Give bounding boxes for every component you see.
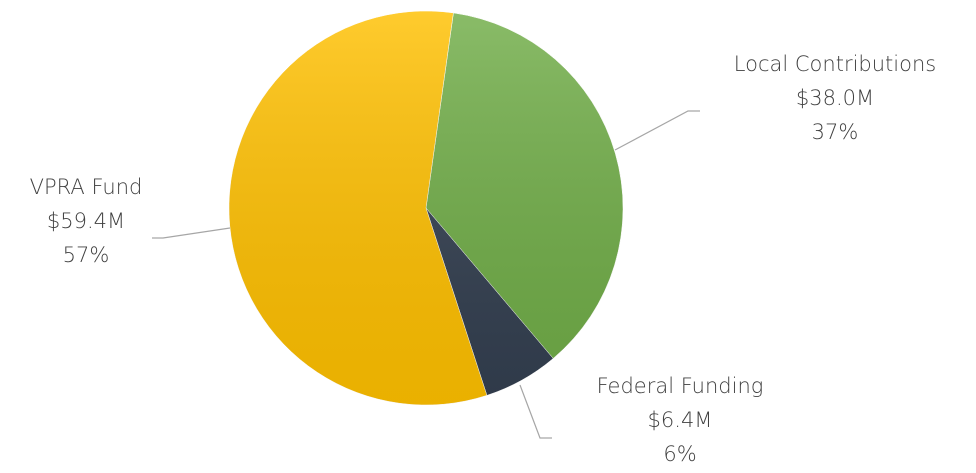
labels: Local Contributions $38.0M 37% Federal Fund… [30, 52, 937, 466]
percent-label: 6% [663, 442, 696, 466]
percent-label: 37% [812, 120, 859, 144]
slice-label: VPRA Fund [30, 175, 143, 199]
leader-line [614, 110, 700, 151]
leader-line [519, 384, 552, 439]
slice-label: Local Contributions [734, 52, 936, 76]
pie [228, 10, 624, 406]
leader-line [152, 227, 231, 239]
value-label: $38.0M [796, 86, 874, 110]
slice-label: Federal Funding [597, 374, 764, 398]
value-label: $6.4M [648, 408, 713, 432]
percent-label: 57% [63, 243, 110, 267]
value-label: $59.4M [47, 209, 125, 233]
